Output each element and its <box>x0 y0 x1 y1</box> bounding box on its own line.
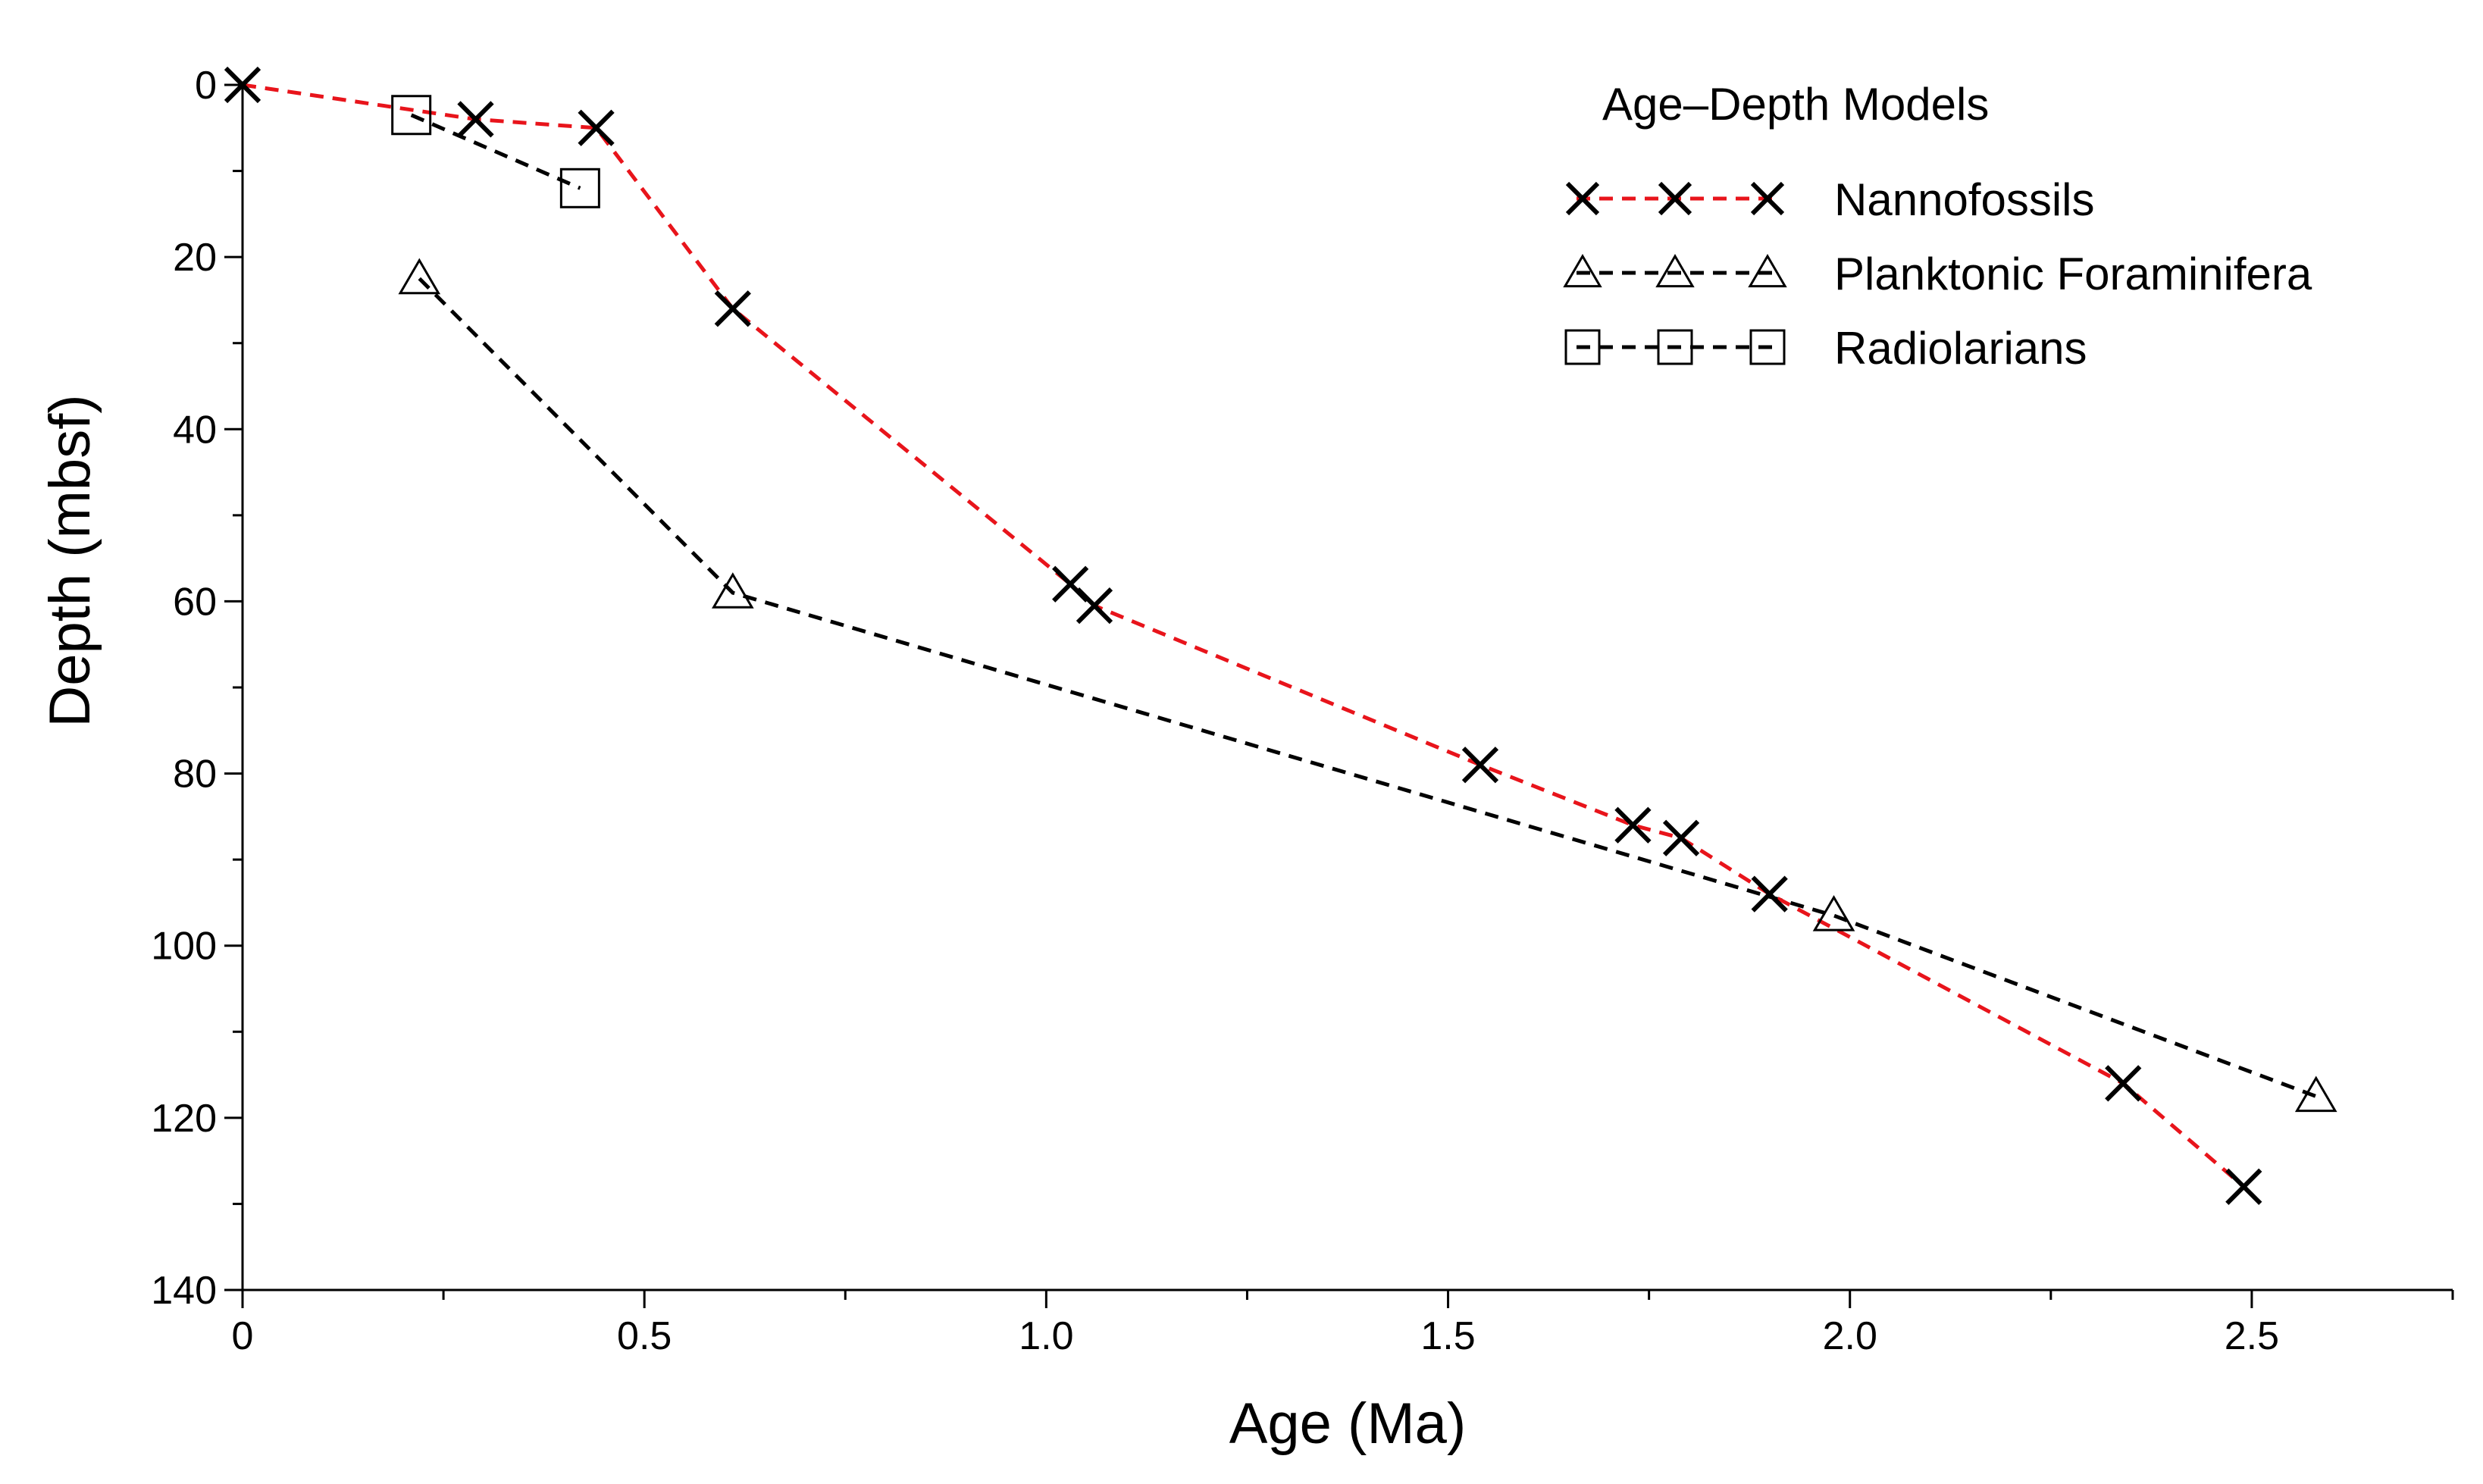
y-ticks: 0 20 40 60 80 100 120 140 <box>151 64 243 1313</box>
point-nannofossils <box>1461 747 1499 784</box>
legend-label-planktonic-foraminifera: Planktonic Foraminifera <box>1834 249 2312 299</box>
legend-entry-nannofossils: Nannofossils <box>1565 174 2095 225</box>
legend-marker-radiolarians <box>1657 329 1693 365</box>
y-tick-label: 0 <box>195 64 217 108</box>
legend-label-radiolarians: Radiolarians <box>1834 323 2087 374</box>
x-axis-title: Age (Ma) <box>1229 1392 1467 1456</box>
x-tick-label: 0 <box>232 1314 254 1358</box>
point-nannofossils <box>224 66 261 104</box>
point-radiolarians <box>391 95 432 136</box>
point-planktonic-foraminifera <box>398 258 441 295</box>
point-planktonic-foraminifera <box>712 572 754 609</box>
point-nannofossils <box>2225 1168 2262 1205</box>
legend-entry-radiolarians: Radiolarians <box>1564 323 2087 374</box>
point-radiolarians <box>559 167 600 208</box>
legend-marker-planktonic-foraminifera <box>1748 254 1787 288</box>
point-nannofossils <box>1751 875 1788 913</box>
legend-marker-radiolarians <box>1749 329 1786 365</box>
x-ticks: 0 0.5 1.0 1.5 2.0 2.5 <box>232 1290 2454 1358</box>
x-tick-label: 0.5 <box>617 1314 672 1358</box>
point-nannofossils <box>1614 806 1652 844</box>
point-nannofossils <box>714 290 751 327</box>
x-tick-label: 2.5 <box>2225 1314 2279 1358</box>
legend-entry-planktonic-foraminifera: Planktonic Foraminifera <box>1563 249 2312 299</box>
y-axis-title: Depth (mbsf) <box>38 394 102 727</box>
y-tick-label: 120 <box>151 1097 217 1141</box>
legend: Age–Depth Models Nannofossils Planktonic … <box>1563 79 2312 374</box>
series-lines <box>242 83 2317 1188</box>
legend-marker-planktonic-foraminifera <box>1563 254 1602 288</box>
legend-marker-nannofossils <box>1750 181 1785 216</box>
y-tick-label: 20 <box>173 236 217 280</box>
legend-marker-nannofossils <box>1658 181 1692 216</box>
point-nannofossils <box>1662 819 1700 856</box>
series-line-radiolarians <box>410 113 581 190</box>
point-planktonic-foraminifera <box>2294 1075 2337 1113</box>
series-markers <box>224 66 2337 1205</box>
legend-marker-planktonic-foraminifera <box>1655 254 1695 288</box>
legend-marker-radiolarians <box>1564 329 1601 365</box>
legend-label-nannofossils: Nannofossils <box>1834 174 2095 225</box>
legend-entries: Nannofossils Planktonic Foraminifera Radio… <box>1563 174 2312 374</box>
y-tick-label: 100 <box>151 925 217 969</box>
y-tick-label: 40 <box>173 408 217 452</box>
point-nannofossils <box>578 109 615 146</box>
point-planktonic-foraminifera <box>1812 894 1855 931</box>
point-nannofossils <box>2105 1065 2142 1102</box>
point-nannofossils <box>1076 587 1113 625</box>
y-tick-label: 80 <box>173 753 217 797</box>
x-tick-label: 2.0 <box>1823 1314 1877 1358</box>
x-tick-label: 1.5 <box>1420 1314 1475 1358</box>
x-tick-label: 1.0 <box>1019 1314 1073 1358</box>
series-line-nannofossils <box>242 83 2245 1188</box>
legend-marker-nannofossils <box>1565 181 1600 216</box>
y-tick-label: 60 <box>173 580 217 624</box>
legend-title: Age–Depth Models <box>1602 79 1989 130</box>
point-nannofossils <box>457 101 494 138</box>
y-tick-label: 140 <box>151 1269 217 1313</box>
series-line-planktonic-foraminifera <box>418 277 2317 1098</box>
